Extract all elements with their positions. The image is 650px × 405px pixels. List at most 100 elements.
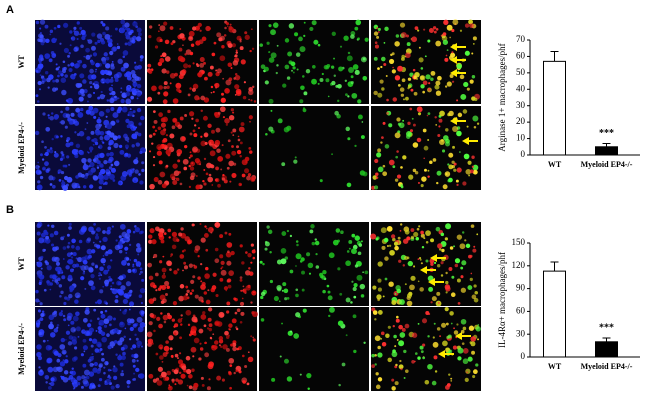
cell	[445, 54, 448, 57]
cell	[437, 302, 440, 304]
cell	[299, 99, 304, 104]
cell	[192, 223, 195, 227]
cell	[38, 237, 45, 244]
cell	[412, 68, 416, 72]
cell	[188, 111, 195, 117]
cell	[302, 108, 307, 113]
cell	[79, 88, 85, 94]
cell	[214, 247, 219, 252]
cell	[362, 271, 364, 274]
cell	[467, 285, 473, 290]
cell	[63, 301, 67, 306]
cell	[445, 280, 449, 285]
cell	[245, 160, 248, 164]
cell	[122, 55, 126, 59]
cell	[52, 79, 56, 83]
cell	[374, 44, 380, 49]
cell	[428, 286, 434, 292]
cell	[440, 274, 444, 277]
cell	[109, 341, 116, 347]
cell	[78, 59, 83, 64]
cell	[101, 78, 104, 81]
cell	[401, 327, 406, 332]
cell	[70, 326, 77, 333]
cell	[92, 143, 95, 146]
cell	[185, 355, 191, 361]
cell	[105, 56, 110, 61]
cell	[456, 63, 463, 69]
cell	[113, 317, 116, 321]
cell	[165, 134, 169, 137]
cell	[403, 349, 407, 354]
cell	[68, 374, 74, 380]
cell	[373, 56, 378, 61]
cell	[237, 138, 241, 142]
y-tick-label: 40	[516, 83, 526, 93]
cell	[339, 292, 343, 296]
cell	[136, 107, 142, 113]
cell	[188, 385, 193, 390]
cell	[141, 161, 145, 165]
cell	[166, 260, 172, 266]
cell	[98, 172, 102, 175]
cell	[385, 75, 388, 77]
cell	[173, 332, 177, 336]
cell	[160, 122, 166, 128]
cell	[430, 262, 434, 266]
cell	[40, 41, 45, 46]
cell	[380, 337, 383, 340]
cell	[74, 154, 79, 159]
cell	[171, 125, 176, 130]
cell	[353, 295, 357, 299]
cell	[260, 64, 266, 70]
cell	[228, 328, 231, 331]
cell	[194, 245, 201, 251]
cell	[462, 326, 467, 331]
cell	[47, 224, 50, 227]
cell	[111, 76, 113, 79]
cell	[106, 226, 112, 231]
cell	[348, 247, 351, 250]
cell	[66, 176, 73, 183]
cell	[67, 341, 73, 346]
cell	[74, 346, 78, 350]
cell	[102, 236, 108, 243]
cell	[58, 312, 63, 317]
cell	[67, 64, 70, 67]
cell	[49, 288, 52, 291]
cell	[47, 86, 50, 89]
cell	[129, 124, 135, 130]
cell	[286, 125, 292, 131]
cell	[161, 360, 164, 363]
cell	[229, 386, 232, 390]
cell	[75, 107, 81, 113]
cell	[181, 69, 187, 74]
cell	[200, 280, 203, 283]
cell	[218, 344, 221, 347]
cell	[386, 245, 389, 248]
cell	[426, 114, 429, 117]
cell	[472, 369, 478, 375]
cell	[354, 144, 357, 148]
cell	[110, 259, 113, 262]
cell	[264, 80, 269, 85]
cell	[214, 258, 220, 264]
cell	[49, 147, 53, 150]
cell	[83, 270, 85, 273]
cell	[216, 148, 221, 153]
cell	[327, 295, 333, 301]
cell	[51, 184, 56, 189]
cell	[417, 29, 420, 32]
cell	[411, 117, 414, 120]
cell	[345, 297, 351, 303]
cell	[184, 53, 187, 56]
column-header: Merged	[413, 6, 440, 15]
cell	[358, 243, 363, 247]
cell	[303, 21, 306, 24]
cell	[124, 144, 129, 149]
cell	[63, 318, 67, 322]
cell	[278, 300, 281, 303]
cell	[204, 141, 208, 145]
cell	[129, 338, 132, 341]
cell	[374, 353, 377, 357]
